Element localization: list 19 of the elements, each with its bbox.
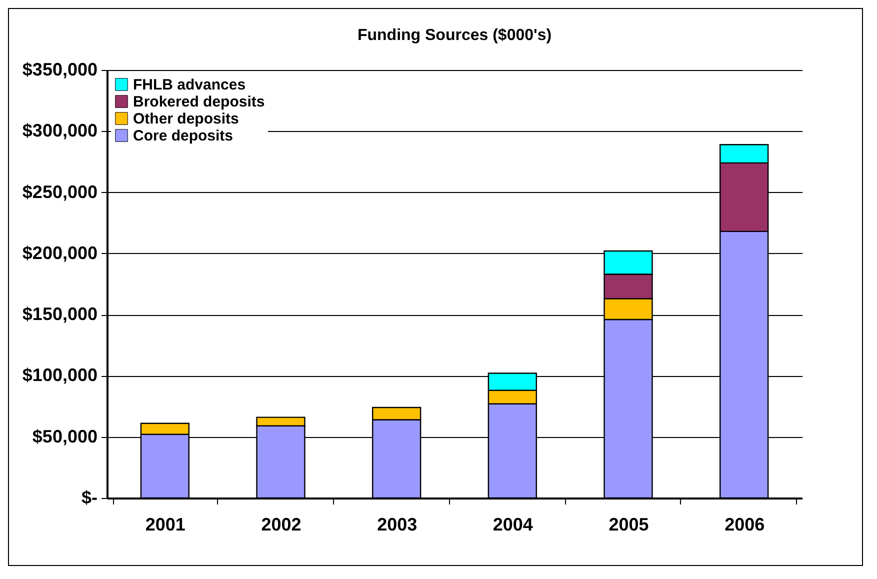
x-tick-label: 2005 (608, 514, 649, 534)
legend-label: Core deposits (133, 128, 234, 144)
y-tick-label: $350,000 (22, 60, 98, 80)
y-tick-label: $200,000 (22, 242, 98, 263)
y-tick-label: $150,000 (22, 304, 98, 324)
legend-label: Brokered deposits (133, 94, 265, 110)
x-tick-label: 2004 (492, 514, 533, 534)
legend-label: Other deposits (133, 110, 239, 128)
x-tick-label: 2001 (145, 514, 186, 534)
chart-title: Funding Sources ($000's) (357, 27, 552, 44)
y-tick-label: $100,000 (22, 365, 98, 386)
y-tick-label: $300,000 (22, 120, 98, 141)
x-tick-label: 2006 (724, 514, 765, 534)
y-tick-label: $- (81, 488, 98, 508)
x-tick-label: 2002 (261, 514, 302, 534)
y-tick-label: $50,000 (32, 426, 98, 446)
legend-label: FHLB advances (133, 76, 246, 94)
x-tick-label: 2003 (377, 514, 418, 534)
y-tick-label: $250,000 (22, 182, 98, 202)
